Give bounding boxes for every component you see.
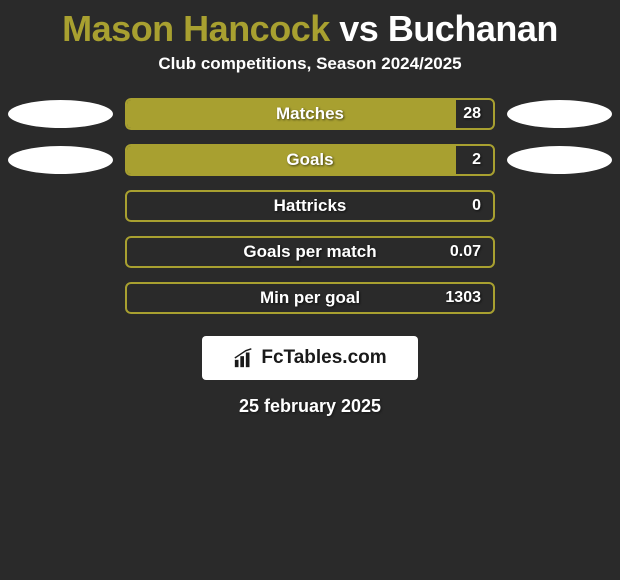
- bar-chart-icon: [233, 347, 255, 369]
- vs-separator: vs: [339, 8, 378, 49]
- stat-row: Goals 2: [8, 144, 612, 176]
- right-pill: [507, 100, 612, 128]
- stat-value: 2: [472, 151, 481, 169]
- left-pill: [8, 146, 113, 174]
- stat-bar: Min per goal 1303: [125, 282, 495, 314]
- stat-bar: Hattricks 0: [125, 190, 495, 222]
- stat-label: Goals per match: [243, 242, 376, 262]
- player1-name: Mason Hancock: [62, 8, 330, 49]
- stat-value: 1303: [445, 289, 481, 307]
- stat-row: Hattricks 0: [8, 190, 612, 222]
- player2-name: Buchanan: [388, 8, 558, 49]
- stat-value: 0.07: [450, 243, 481, 261]
- page-title: Mason Hancock vs Buchanan: [0, 0, 620, 54]
- stat-label: Matches: [276, 104, 344, 124]
- comparison-widget: Mason Hancock vs Buchanan Club competiti…: [0, 0, 620, 417]
- right-pill: [507, 146, 612, 174]
- left-pill: [8, 100, 113, 128]
- stat-value: 28: [463, 105, 481, 123]
- date-label: 25 february 2025: [0, 396, 620, 417]
- stat-label: Hattricks: [274, 196, 347, 216]
- stat-value: 0: [472, 197, 481, 215]
- stats-list: Matches 28 Goals 2 Hattricks 0 Goals per match…: [0, 98, 620, 314]
- subtitle: Club competitions, Season 2024/2025: [0, 54, 620, 98]
- brand-logo[interactable]: FcTables.com: [202, 336, 418, 380]
- stat-row: Goals per match 0.07: [8, 236, 612, 268]
- stat-label: Min per goal: [260, 288, 360, 308]
- stat-row: Min per goal 1303: [8, 282, 612, 314]
- stat-bar: Goals per match 0.07: [125, 236, 495, 268]
- stat-row: Matches 28: [8, 98, 612, 130]
- brand-name: FcTables.com: [261, 347, 386, 369]
- stat-label: Goals: [286, 150, 333, 170]
- stat-bar: Goals 2: [125, 144, 495, 176]
- stat-bar: Matches 28: [125, 98, 495, 130]
